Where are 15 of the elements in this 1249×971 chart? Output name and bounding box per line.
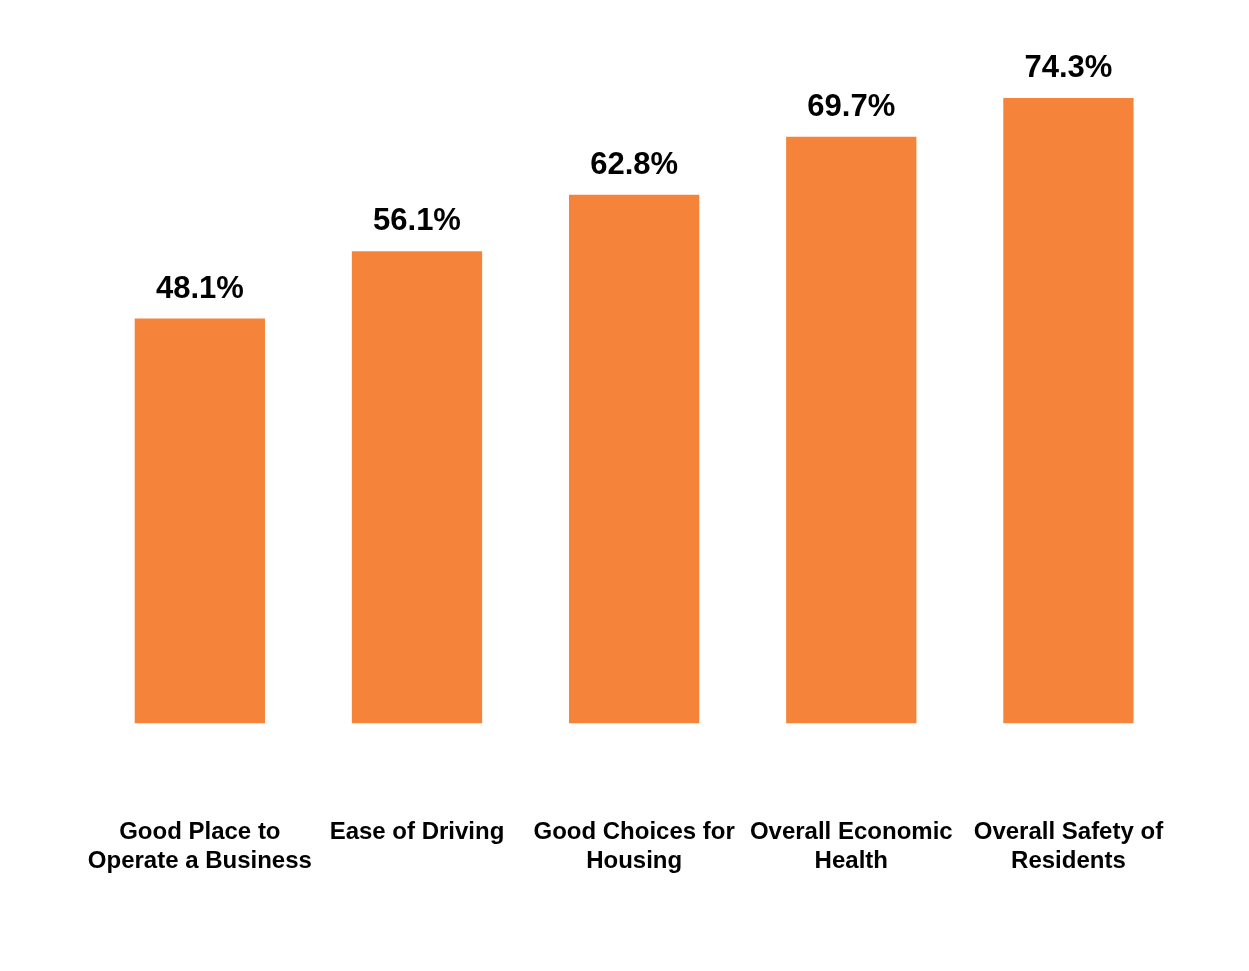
- x-tick-label: Overall Economic Health: [749, 817, 953, 874]
- data-label: 48.1%: [155, 269, 244, 305]
- data-label: 62.8%: [590, 145, 679, 181]
- x-tick-label: Overall Safety of Residents: [973, 817, 1165, 874]
- bar: [351, 251, 483, 724]
- bar: [568, 194, 700, 724]
- x-tick-label: Good Place to Operate a Business: [87, 817, 312, 874]
- data-label: 56.1%: [373, 202, 461, 238]
- x-tick-label: Ease of Driving: [329, 817, 505, 845]
- bar: [134, 318, 265, 724]
- x-tick-label: Good Choices for Housing: [533, 817, 735, 874]
- data-label: 69.7%: [807, 87, 896, 123]
- data-label: 74.3%: [1024, 49, 1113, 85]
- bar: [786, 136, 917, 724]
- bar: [1003, 97, 1134, 724]
